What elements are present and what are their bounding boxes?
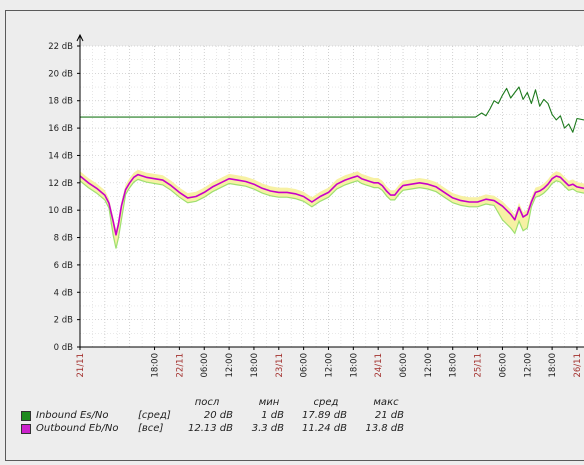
x-tick-label-time: 06:00 [498,353,508,378]
x-tick-label-date: 21/11 [76,353,86,378]
x-tick-label-time: 12:00 [523,353,533,378]
x-tick-label-time: 18:00 [250,353,260,378]
min-max-bands [79,169,584,249]
y-tick-label: 10 dB [48,206,73,216]
x-tick-label-date: 25/11 [474,353,484,378]
x-tick-label-time: 06:00 [399,353,409,378]
x-tick-label-date: 24/11 [374,353,384,378]
x-tick-label-time: 18:00 [449,353,459,378]
y-tick-label: 22 dB [48,42,73,52]
y-tick-label: 8 dB [54,234,74,244]
y-tick-label: 18 dB [48,97,73,107]
y-tick-label: 20 dB [48,69,73,79]
x-axis-ticks: 21/11 18:00 22/11 06:00 12:00 18:00 23/11 06:00… [76,347,583,378]
y-axis-arrow [76,33,84,42]
series-lines [79,86,584,236]
axes [76,33,584,350]
y-axis-ticks: 0 dB 2 dB 4 dB 6 dB 8 dB 10 dB 12 dB 14 dB 16 dB… [48,42,80,353]
outbound-min-line [79,178,584,249]
x-tick-label-time: 06:00 [300,353,310,378]
x-tick-label-date: 23/11 [275,353,285,378]
y-tick-label: 2 dB [54,316,74,326]
series-line-outbound [79,173,584,236]
x-tick-label-time: 12:00 [424,353,434,378]
x-tick-label-time: 12:00 [225,353,235,378]
outbound-max-band [80,169,584,249]
x-tick-label-date: 26/11 [573,353,583,378]
y-tick-label: 0 dB [54,343,74,353]
x-tick-label-time: 06:00 [200,353,210,378]
x-tick-label-time: 18:00 [349,353,359,378]
x-tick-label-time: 12:00 [324,353,334,378]
x-tick-label-time: 18:00 [151,353,161,378]
y-tick-label: 12 dB [48,179,73,189]
x-tick-label-time: 18:00 [548,353,558,378]
y-tick-label: 16 dB [48,124,73,134]
series-line-inbound [80,86,584,133]
y-tick-label: 4 dB [54,288,74,298]
y-tick-label: 6 dB [54,261,74,271]
x-tick-label-date: 22/11 [175,353,185,378]
y-tick-label: 14 dB [48,151,73,161]
